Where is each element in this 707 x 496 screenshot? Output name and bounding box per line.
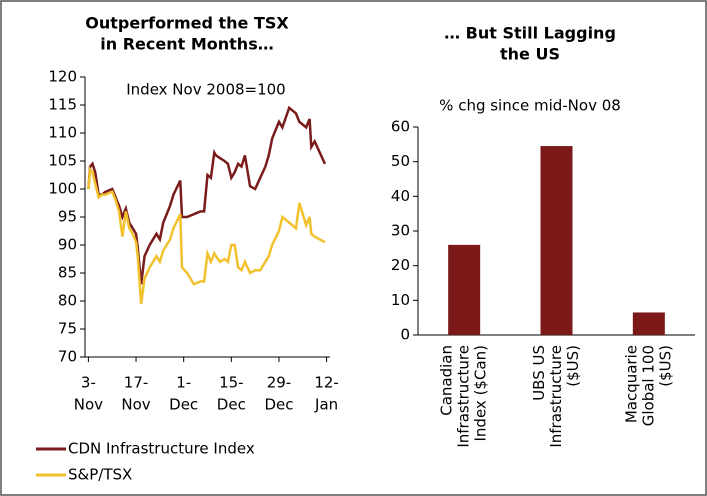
y-tick-label: 60 (391, 118, 410, 136)
chart-title: in Recent Months… (100, 35, 273, 54)
x-tick-label: Canadian (438, 345, 456, 416)
y-tick-label: 120 (48, 68, 77, 86)
y-tick-label: 110 (48, 124, 77, 142)
series-line (87, 166, 326, 304)
y-tick-label: 85 (58, 264, 77, 282)
x-tick-label: Dec (169, 396, 198, 414)
annotation: Index Nov 2008=100 (126, 81, 285, 99)
y-tick-label: 0 (400, 326, 410, 344)
x-tick-label: Infrastructure (547, 345, 565, 448)
y-tick-label: 50 (391, 152, 410, 170)
y-tick-label: 115 (48, 96, 77, 114)
x-tick-label: UBS US (530, 345, 548, 401)
chart-title: Outperformed the TSX (85, 14, 289, 33)
x-tick-label: Index ($Can) (472, 345, 490, 441)
y-tick-label: 100 (48, 180, 77, 198)
y-tick-label: 80 (58, 292, 77, 310)
x-tick-label: 17- (124, 374, 149, 392)
bar (448, 244, 481, 335)
x-tick-label: 29- (267, 374, 292, 392)
legend-label: S&P/TSX (68, 466, 132, 484)
y-tick-label: 10 (391, 291, 410, 309)
y-tick-label: 105 (48, 152, 77, 170)
annotation: % chg since mid-Nov 08 (439, 97, 621, 115)
chart-title: … But Still Lagging (444, 24, 616, 43)
y-tick-label: 95 (58, 208, 77, 226)
x-tick-label: 15- (219, 374, 244, 392)
y-tick-label: 40 (391, 187, 410, 205)
y-tick-label: 75 (58, 320, 77, 338)
x-tick-label: 12- (314, 374, 339, 392)
x-tick-label: Macquarie (622, 345, 640, 423)
chart-title: the US (500, 45, 560, 64)
y-tick-label: 30 (391, 222, 410, 240)
x-tick-label: ($US) (656, 345, 674, 387)
y-tick-label: 20 (391, 256, 410, 274)
x-tick-label: ($US) (564, 345, 582, 387)
x-tick-label: 1- (176, 374, 191, 392)
legend-label: CDN Infrastructure Index (68, 440, 255, 458)
x-tick-label: Jan (314, 396, 338, 414)
x-tick-label: Global 100 (639, 345, 657, 426)
bar (540, 146, 573, 335)
x-tick-label: Nov (121, 396, 150, 414)
bar (632, 312, 665, 335)
y-tick-label: 90 (58, 236, 77, 254)
y-tick-label: 70 (58, 348, 77, 366)
x-tick-label: 3- (81, 374, 96, 392)
x-tick-label: Nov (74, 396, 103, 414)
series-line (87, 105, 327, 285)
x-tick-label: Dec (264, 396, 293, 414)
x-tick-label: Dec (217, 396, 246, 414)
x-tick-label: Infrastructure (455, 345, 473, 448)
